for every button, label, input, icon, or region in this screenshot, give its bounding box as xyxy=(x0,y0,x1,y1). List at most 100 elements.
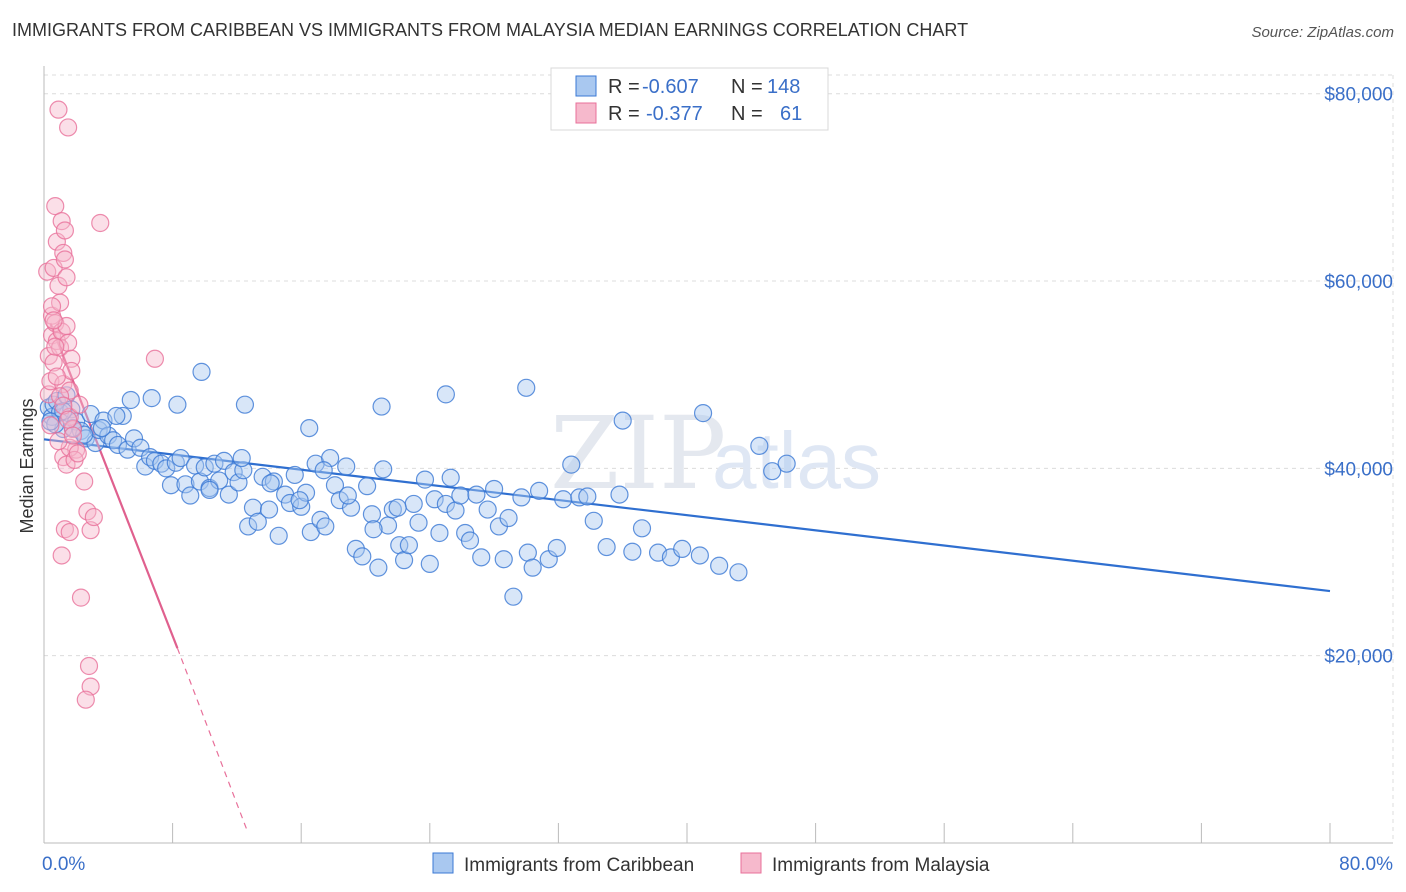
data-point-caribbean xyxy=(409,513,428,532)
data-point-caribbean xyxy=(314,461,333,480)
data-point-caribbean xyxy=(219,485,238,504)
data-point-malaysia xyxy=(91,213,110,233)
chart-title: IMMIGRANTS FROM CARIBBEAN VS IMMIGRANTS … xyxy=(12,20,969,40)
data-point-caribbean xyxy=(369,558,388,577)
data-point-caribbean xyxy=(460,531,480,550)
data-point-caribbean xyxy=(530,481,549,500)
data-point-caribbean xyxy=(362,505,382,524)
data-point-caribbean xyxy=(446,501,465,520)
data-point-malaysia xyxy=(60,522,79,542)
data-point-caribbean xyxy=(338,486,357,505)
data-point-caribbean xyxy=(499,508,518,528)
y-tick-label: $40,000 xyxy=(1324,459,1393,480)
data-point-caribbean xyxy=(157,459,176,478)
data-point-caribbean xyxy=(337,457,356,476)
data-point-malaysia xyxy=(75,472,94,491)
data-point-malaysia xyxy=(46,337,65,356)
y-tick-label: $60,000 xyxy=(1324,272,1393,293)
data-point-caribbean xyxy=(517,378,536,397)
data-point-caribbean xyxy=(142,389,161,408)
data-point-caribbean xyxy=(404,494,423,514)
data-point-caribbean xyxy=(358,477,377,496)
data-point-malaysia xyxy=(145,349,165,368)
data-point-caribbean xyxy=(710,556,729,575)
data-point-malaysia xyxy=(55,221,74,240)
data-point-malaysia xyxy=(60,381,79,400)
data-point-caribbean xyxy=(584,511,603,530)
data-point-caribbean xyxy=(239,517,258,536)
data-point-caribbean xyxy=(610,485,629,504)
data-point-malaysia xyxy=(59,410,78,429)
data-point-malaysia xyxy=(59,118,78,137)
data-point-caribbean xyxy=(750,436,769,455)
data-point-caribbean xyxy=(504,587,523,606)
data-point-malaysia xyxy=(70,395,89,414)
data-point-caribbean xyxy=(763,462,782,481)
data-point-caribbean xyxy=(195,458,214,477)
data-point-caribbean xyxy=(192,362,211,381)
data-point-caribbean xyxy=(374,460,393,479)
data-point-malaysia xyxy=(47,367,66,386)
data-point-malaysia xyxy=(68,444,87,463)
trend-lines xyxy=(43,322,1331,830)
data-point-caribbean xyxy=(285,465,304,485)
data-point-caribbean xyxy=(478,500,497,519)
data-point-malaysia xyxy=(44,353,63,372)
trend-line-caribbean xyxy=(43,438,1331,593)
legend-r-value: -0.607 xyxy=(642,76,699,98)
data-point-caribbean xyxy=(168,395,187,414)
legend-box xyxy=(550,67,829,131)
legend-n-label: N = xyxy=(731,76,763,98)
data-point-caribbean xyxy=(248,512,267,531)
y-tick-label: $20,000 xyxy=(1324,647,1393,668)
bottom-legend-swatch-caribbean xyxy=(432,852,454,874)
data-point-caribbean xyxy=(512,488,531,507)
data-point-malaysia xyxy=(44,311,63,330)
data-point-caribbean xyxy=(316,517,335,536)
data-point-malaysia xyxy=(41,416,60,435)
y-axis-label: Median Earnings xyxy=(17,398,37,533)
data-point-caribbean xyxy=(346,539,365,559)
axes xyxy=(43,66,1393,844)
data-point-caribbean xyxy=(171,448,190,468)
data-point-malaysia xyxy=(55,250,74,269)
data-point-caribbean xyxy=(518,543,537,562)
data-point-caribbean xyxy=(388,498,407,517)
data-point-caribbean xyxy=(472,548,491,567)
data-point-caribbean xyxy=(467,485,486,504)
data-point-caribbean xyxy=(235,395,255,414)
data-point-malaysia xyxy=(63,426,83,445)
data-points xyxy=(38,100,796,709)
data-point-caribbean xyxy=(415,470,435,489)
data-point-caribbean xyxy=(690,546,709,565)
data-point-caribbean xyxy=(554,490,573,509)
data-point-caribbean xyxy=(372,397,391,416)
data-point-caribbean xyxy=(176,475,195,494)
data-point-malaysia xyxy=(54,243,73,263)
data-point-malaysia xyxy=(54,396,73,415)
x-tick-label: 80.0% xyxy=(1339,854,1393,875)
legend-swatch-malaysia xyxy=(575,102,597,124)
data-point-caribbean xyxy=(420,554,439,573)
data-point-caribbean xyxy=(232,448,251,468)
data-point-malaysia xyxy=(49,100,68,119)
x-tick-label: 0.0% xyxy=(42,854,85,875)
legend-r-label: R = xyxy=(608,76,640,98)
data-point-malaysia xyxy=(57,268,76,287)
data-point-caribbean xyxy=(562,455,581,474)
data-point-caribbean xyxy=(107,406,126,426)
data-point-malaysia xyxy=(52,546,71,565)
data-point-malaysia xyxy=(84,507,103,527)
data-point-caribbean xyxy=(451,486,470,505)
data-point-caribbean xyxy=(124,429,144,448)
data-point-caribbean xyxy=(436,385,455,404)
y-tick-label: $80,000 xyxy=(1324,85,1393,106)
data-point-caribbean xyxy=(436,494,455,514)
data-point-caribbean xyxy=(523,558,542,577)
legend-n-value: 148 xyxy=(767,76,800,98)
data-point-caribbean xyxy=(441,468,460,487)
legend-r-label: R = xyxy=(608,103,640,125)
data-point-malaysia xyxy=(76,690,95,709)
bottom-legend-caribbean: Immigrants from Caribbean xyxy=(464,855,694,876)
